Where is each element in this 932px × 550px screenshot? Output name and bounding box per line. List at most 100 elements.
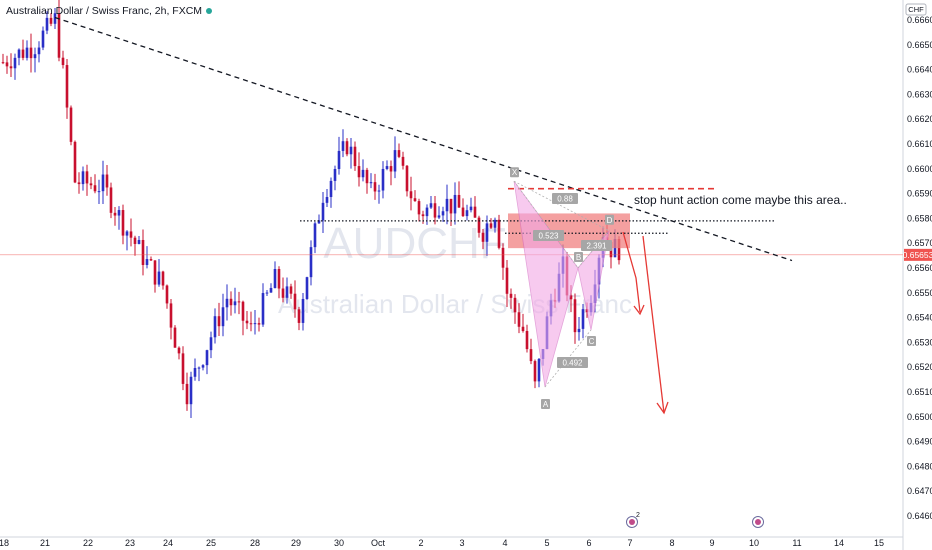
x-tick-label: 23 bbox=[125, 538, 135, 548]
y-tick-label: 0.64800 bbox=[907, 461, 932, 471]
watermark-ticker: AUDCHF bbox=[323, 219, 506, 268]
pattern-ratio-line bbox=[513, 180, 579, 269]
candle-body bbox=[265, 292, 269, 294]
y-tick-label: 0.66000 bbox=[907, 164, 932, 174]
x-tick-label: 3 bbox=[459, 538, 464, 548]
candle-body bbox=[481, 232, 485, 242]
pattern-point-label: X bbox=[512, 168, 518, 177]
candle-body bbox=[245, 320, 249, 324]
candle-body bbox=[9, 66, 13, 69]
x-tick-label: 28 bbox=[250, 538, 260, 548]
projection-arrow-short[interactable] bbox=[622, 231, 641, 313]
pattern-point-label: C bbox=[589, 337, 595, 346]
candle-body bbox=[493, 219, 497, 228]
y-tick-label: 0.64700 bbox=[907, 486, 932, 496]
candle-body bbox=[93, 185, 97, 192]
candle-body bbox=[581, 309, 585, 329]
candle-body bbox=[377, 190, 381, 192]
pattern-ratio-badge bbox=[552, 193, 578, 204]
candle-body bbox=[317, 220, 321, 224]
candle-body bbox=[117, 210, 121, 216]
candle-body bbox=[277, 269, 281, 289]
candle-body bbox=[65, 65, 69, 108]
candle-body bbox=[489, 223, 493, 228]
candle-body bbox=[289, 286, 293, 294]
y-tick-label: 0.66200 bbox=[907, 114, 932, 124]
pattern-point-c bbox=[587, 336, 596, 346]
y-tick-label: 0.65500 bbox=[907, 288, 932, 298]
candle-body bbox=[149, 259, 153, 261]
x-tick-label: Oct bbox=[371, 538, 386, 548]
y-tick-label: 0.66400 bbox=[907, 65, 932, 75]
candle-body bbox=[185, 383, 189, 405]
candle-body bbox=[313, 223, 317, 248]
candle-body bbox=[45, 17, 49, 31]
x-tick-label: 22 bbox=[83, 538, 93, 548]
candle-body bbox=[529, 349, 533, 362]
candle-body bbox=[293, 293, 297, 310]
candle-body bbox=[337, 150, 341, 169]
candle-body bbox=[33, 54, 37, 59]
candle-body bbox=[573, 299, 577, 333]
x-tick-label: 18 bbox=[0, 538, 9, 548]
projection-arrow-long[interactable] bbox=[642, 235, 665, 414]
x-tick-label: 6 bbox=[586, 538, 591, 548]
candle-body bbox=[473, 206, 477, 218]
candle-body bbox=[405, 165, 409, 192]
candle-body bbox=[5, 62, 9, 67]
candle-body bbox=[177, 347, 181, 354]
y-tick-label: 0.65400 bbox=[907, 313, 932, 323]
candle-body bbox=[341, 141, 345, 151]
trendline[interactable] bbox=[54, 16, 793, 262]
candle-body bbox=[261, 293, 265, 325]
annotation-text[interactable]: stop hunt action come maybe this area.. bbox=[634, 193, 847, 207]
candle-body bbox=[205, 350, 209, 366]
candle-body bbox=[213, 316, 217, 338]
x-tick-label: 8 bbox=[669, 538, 674, 548]
candle-body bbox=[193, 368, 197, 377]
y-tick-label: 0.64900 bbox=[907, 437, 932, 447]
candle-body bbox=[197, 367, 201, 369]
candle-body bbox=[53, 13, 57, 24]
pattern-ratio-label: 0.88 bbox=[557, 195, 573, 204]
x-tick-label: 2 bbox=[418, 538, 423, 548]
candle-body bbox=[73, 141, 77, 183]
candle-body bbox=[389, 166, 393, 172]
y-tick-label: 0.65800 bbox=[907, 213, 932, 223]
candle-body bbox=[513, 297, 517, 313]
candle-body bbox=[441, 211, 445, 216]
candle-body bbox=[17, 49, 21, 58]
candle-body bbox=[269, 287, 273, 293]
candle-body bbox=[349, 146, 353, 155]
y-tick-label: 0.65300 bbox=[907, 337, 932, 347]
pattern-point-label: D bbox=[607, 216, 613, 225]
candle-body bbox=[345, 141, 349, 155]
y-tick-label: 0.65000 bbox=[907, 412, 932, 422]
pattern-point-a bbox=[541, 399, 550, 410]
candle-body bbox=[225, 298, 229, 308]
candle-body bbox=[385, 166, 389, 169]
x-tick-label: 14 bbox=[834, 538, 844, 548]
candle-body bbox=[501, 247, 505, 268]
x-tick-label: 7 bbox=[627, 538, 632, 548]
y-tick-label: 0.66600 bbox=[907, 15, 932, 25]
candle-body bbox=[113, 212, 117, 216]
candle-body bbox=[397, 150, 401, 157]
candle-body bbox=[497, 219, 501, 248]
candle-body bbox=[469, 206, 473, 211]
candle-body bbox=[201, 365, 205, 368]
pattern-ratio-badge bbox=[581, 240, 612, 251]
candle-body bbox=[425, 207, 429, 217]
candle-body bbox=[465, 210, 469, 217]
candle-body bbox=[297, 309, 301, 323]
candle-body bbox=[229, 298, 233, 306]
candle-body bbox=[577, 328, 581, 333]
x-tick-label: 15 bbox=[874, 538, 884, 548]
candle-body bbox=[49, 17, 53, 24]
market-status-icon bbox=[206, 8, 213, 14]
candle-body bbox=[237, 301, 241, 303]
candle-body bbox=[533, 361, 537, 382]
candle-body bbox=[13, 57, 17, 69]
candle-body bbox=[373, 182, 377, 192]
